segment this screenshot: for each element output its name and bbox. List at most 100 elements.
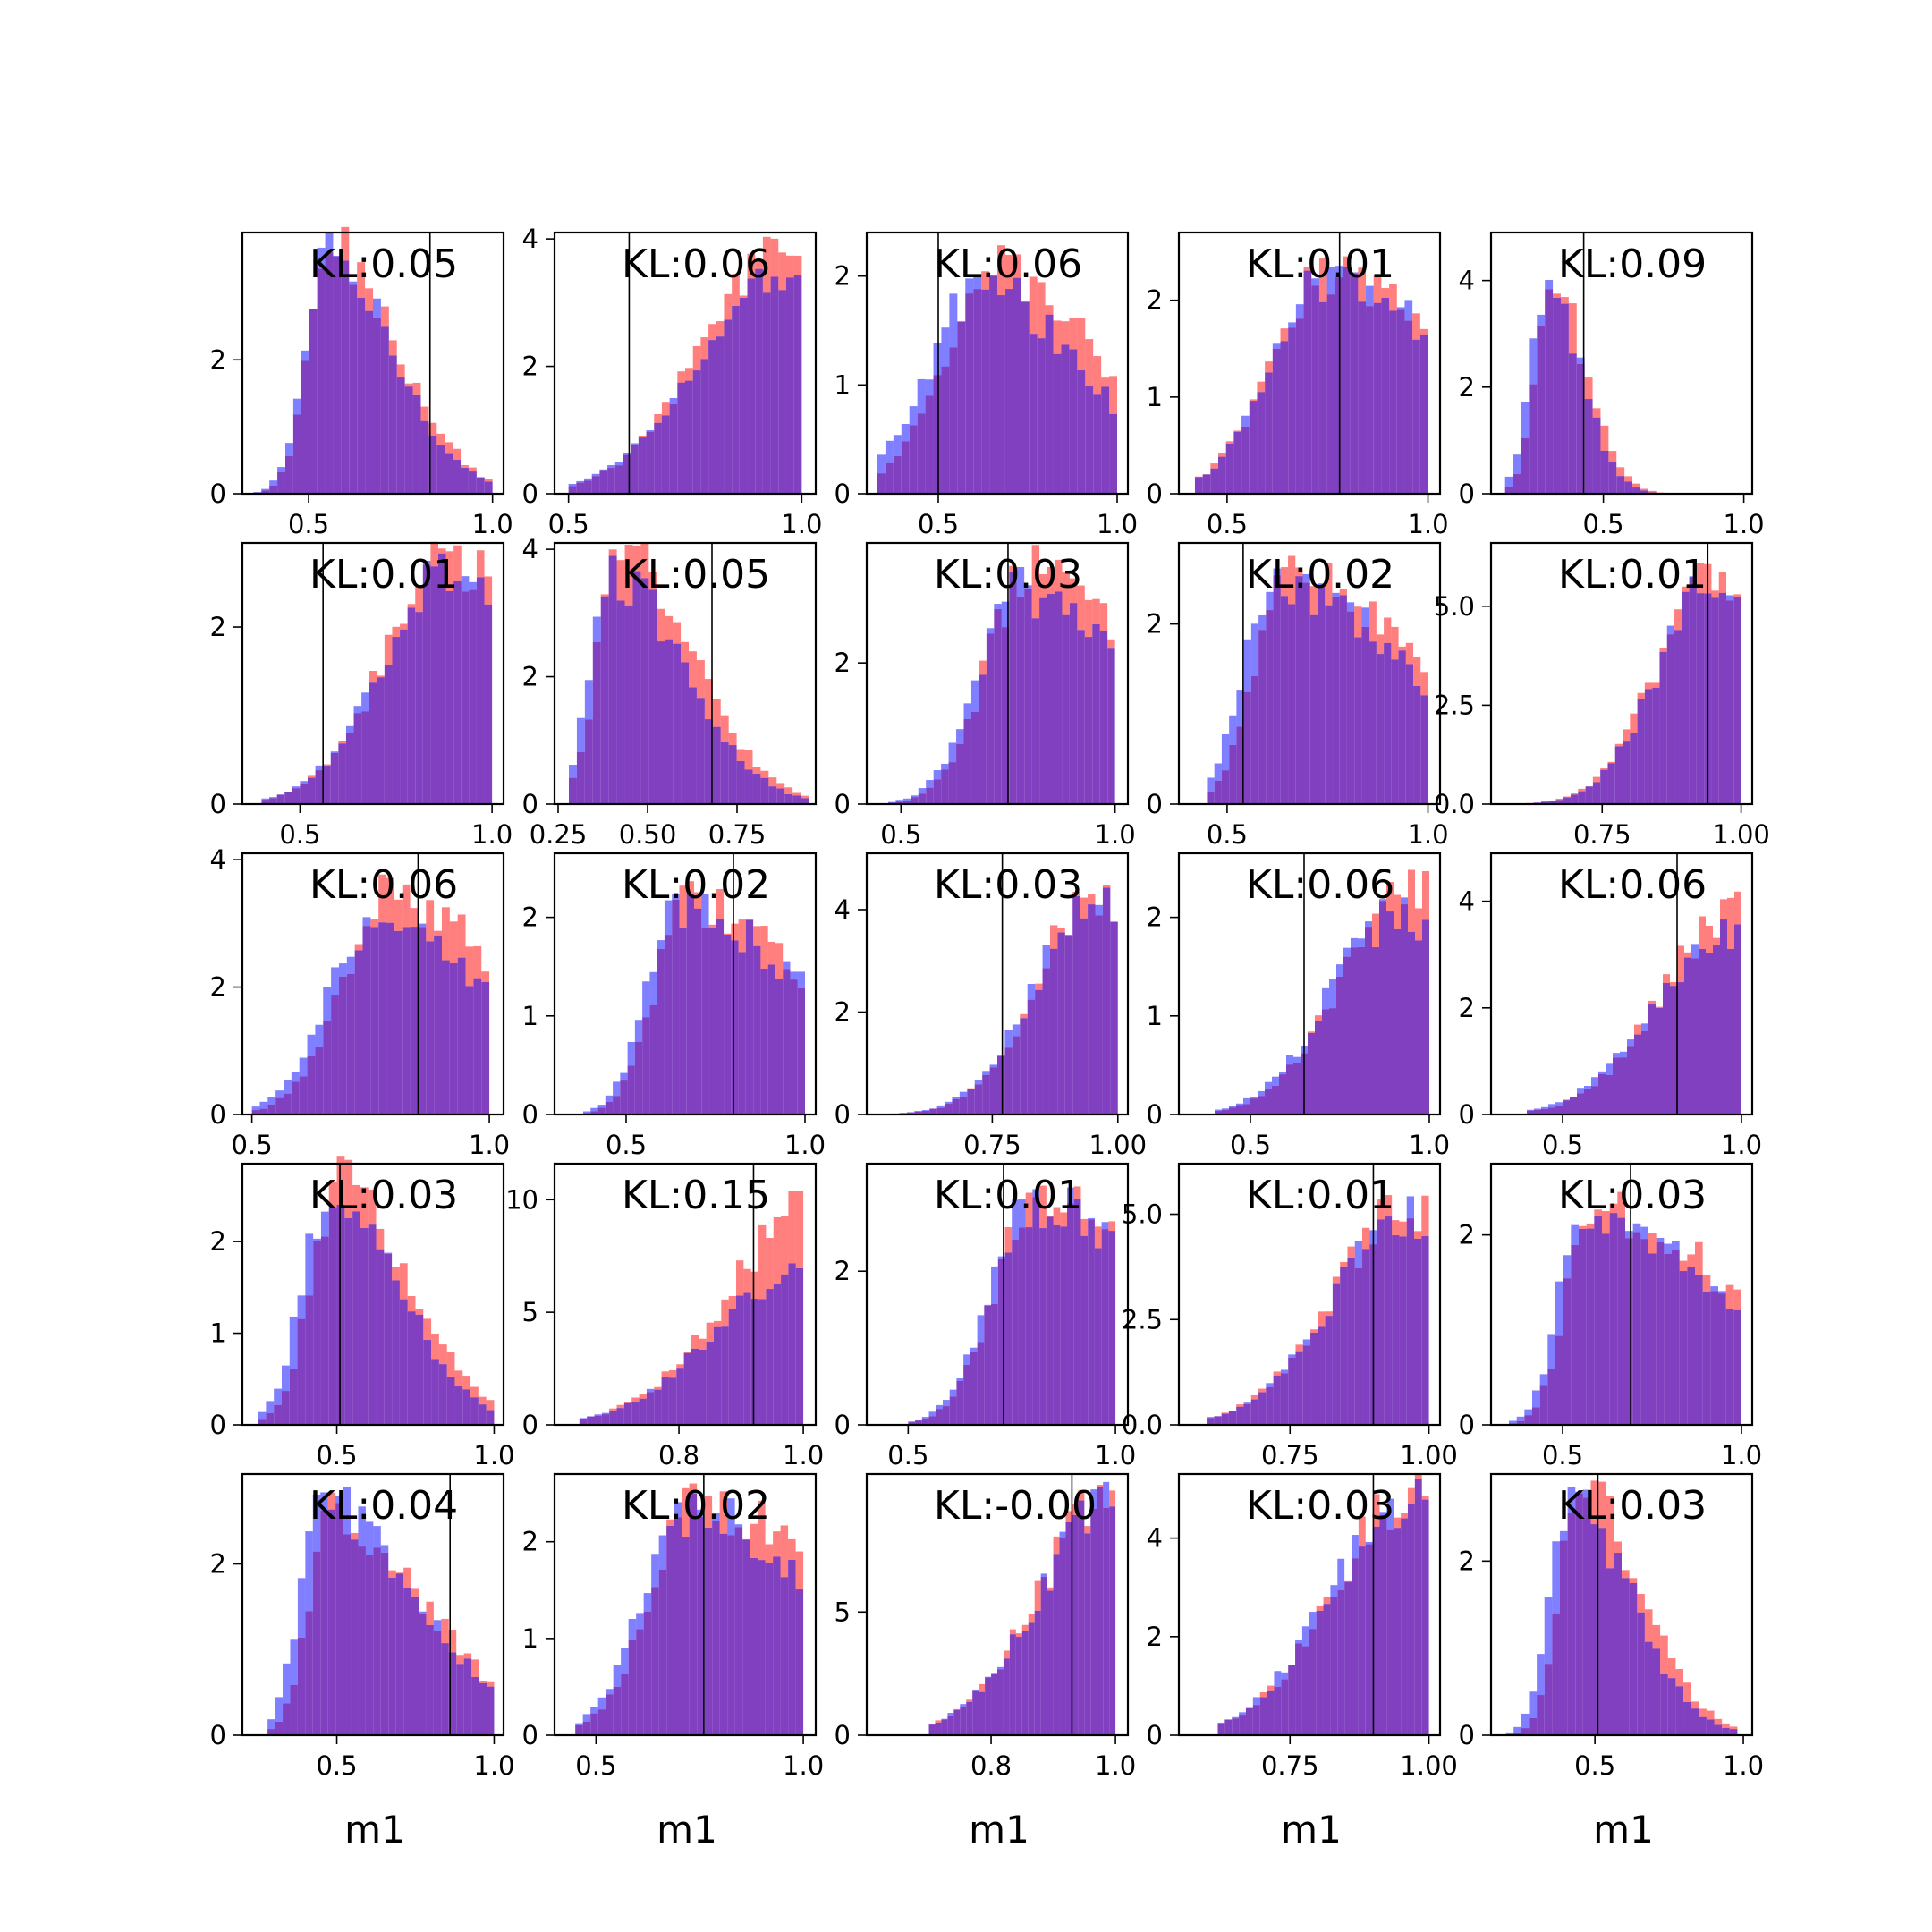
histogram-bar-overlap — [412, 394, 421, 494]
x-tick-label: 0.5 — [288, 509, 329, 539]
histogram-bar-overlap — [1330, 1597, 1338, 1735]
histogram-bar-red — [728, 1295, 737, 1309]
y-tick-label: 2 — [1147, 609, 1163, 640]
histogram-bar-overlap — [1085, 386, 1094, 494]
histogram-bar-blue — [1288, 1354, 1296, 1358]
histogram-bar-overlap — [1415, 940, 1422, 1114]
histogram-bar-red — [1339, 589, 1347, 596]
histogram-bar-blue — [317, 247, 326, 269]
histogram-bar-blue — [283, 1663, 291, 1704]
histogram-bar-overlap — [755, 268, 763, 494]
histogram-bar-overlap — [394, 930, 402, 1114]
histogram-bar-blue — [335, 1495, 343, 1504]
histogram-bar-red — [1107, 639, 1115, 649]
histogram-bar-blue — [984, 1304, 992, 1306]
histogram-bar-overlap — [681, 662, 689, 804]
histogram-bar-red — [404, 383, 413, 387]
histogram-bar-red — [1734, 891, 1741, 925]
histogram-bar-red — [1060, 1212, 1068, 1227]
histogram-bar-blue — [275, 1090, 284, 1098]
histogram-bar-overlap — [1590, 1524, 1599, 1735]
histogram-bar-overlap — [773, 1556, 781, 1735]
histogram-bar-overlap — [1629, 1582, 1638, 1735]
histogram-bar-overlap — [569, 777, 577, 804]
histogram-bar-overlap — [1696, 593, 1705, 804]
histogram-bar-overlap — [929, 1108, 937, 1114]
histogram-bar-overlap — [305, 1295, 314, 1425]
histogram-bar-red — [1342, 256, 1351, 267]
histogram-bar-blue — [1346, 602, 1355, 612]
histogram-bar-blue — [933, 343, 942, 376]
histogram-bar-blue — [613, 1081, 621, 1097]
histogram-bar-overlap — [1218, 456, 1226, 494]
histogram-bar-overlap — [1322, 1009, 1329, 1114]
histogram-bar-overlap — [1018, 1227, 1026, 1425]
histogram-bar-overlap — [627, 1065, 635, 1114]
histogram-bar-overlap — [1568, 353, 1577, 494]
histogram-bar-red — [1109, 376, 1117, 414]
histogram-bar-overlap — [767, 964, 775, 1114]
x-tick-label: 1.0 — [1097, 509, 1138, 539]
histogram-bar-red — [700, 337, 709, 360]
histogram-bar-blue — [584, 478, 592, 481]
histogram-bar-red — [1415, 908, 1422, 941]
histogram-bar-blue — [941, 763, 949, 770]
histogram-bar-red — [380, 306, 389, 327]
histogram-bar-overlap — [1054, 591, 1063, 804]
histogram-bar-overlap — [673, 643, 682, 804]
histogram-bar-overlap — [378, 922, 387, 1114]
histogram-bar-blue — [783, 961, 791, 970]
histogram-bar-overlap — [1547, 1368, 1555, 1425]
histogram-bar-overlap — [1072, 896, 1080, 1114]
histogram-bar-red — [1069, 578, 1078, 604]
histogram-bar-blue — [315, 765, 324, 771]
histogram-bar-red — [1377, 1199, 1385, 1220]
histogram-bar-overlap — [1729, 1729, 1738, 1735]
histogram-bar-red — [997, 245, 1005, 296]
histogram-bar-overlap — [1414, 1238, 1422, 1425]
y-tick-label: 2 — [1147, 902, 1163, 933]
histogram-bar-red — [1084, 1526, 1091, 1534]
histogram-bar-overlap — [1656, 1242, 1665, 1425]
histogram-bar-red — [1310, 1329, 1318, 1333]
histogram-bar-red — [720, 715, 729, 743]
histogram-bar-overlap — [689, 687, 697, 804]
histogram-bar-overlap — [1072, 1514, 1079, 1735]
histogram-bar-overlap — [1600, 450, 1609, 494]
histogram-bar-overlap — [277, 471, 285, 494]
histogram-bar-red — [1413, 657, 1421, 686]
histogram-bar-blue — [605, 1095, 614, 1102]
histogram-bar-blue — [419, 1611, 427, 1614]
histogram-bar-blue — [973, 275, 982, 290]
histogram-bar-red — [682, 1487, 690, 1537]
histogram-bar-overlap — [1672, 1250, 1680, 1425]
histogram-bar-blue — [899, 1113, 907, 1114]
histogram-bar-overlap — [1258, 1392, 1267, 1425]
histogram-bar-overlap — [914, 1111, 922, 1114]
histogram-bar-blue — [330, 751, 339, 753]
histogram-bar-red — [765, 1544, 774, 1563]
histogram-bar-overlap — [1394, 1528, 1402, 1735]
histogram-bar-overlap — [974, 1084, 983, 1114]
histogram-bar-overlap — [1097, 1487, 1104, 1735]
histogram-bar-red — [357, 262, 366, 298]
histogram-bar-red — [1354, 606, 1362, 638]
kl-divergence-label: KL:0.01 — [934, 1173, 1082, 1218]
histogram-bar-red — [1584, 377, 1593, 400]
histogram-bar-overlap — [679, 928, 687, 1114]
axes-frame — [1489, 1162, 1754, 1427]
histogram-bar-overlap — [908, 1422, 916, 1425]
histogram-bar-overlap — [411, 1596, 419, 1735]
histogram-bar-overlap — [1004, 1047, 1013, 1114]
histogram-bar-red — [1725, 1284, 1734, 1309]
y-tick-label: 1 — [522, 1001, 538, 1031]
histogram-bar-blue — [1365, 921, 1372, 928]
y-tick-label: 2 — [835, 261, 851, 292]
histogram-bar-red — [1407, 1487, 1415, 1504]
histogram-bar-red — [648, 572, 657, 590]
histogram-bar-overlap — [1280, 596, 1289, 804]
histogram-bar-red — [781, 1216, 789, 1275]
